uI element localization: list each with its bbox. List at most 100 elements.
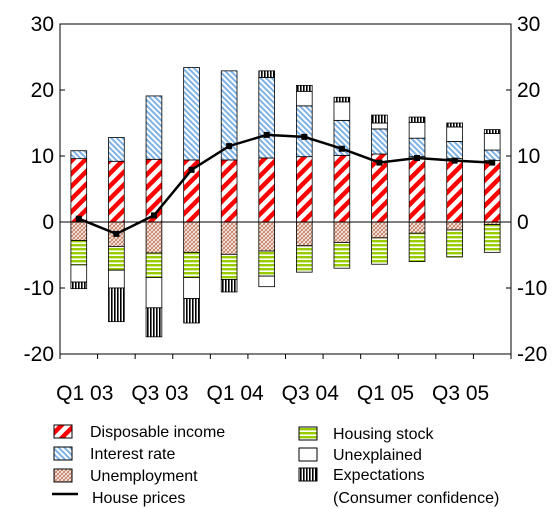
bar-unexplained-7 [333, 101, 351, 121]
bar-unemployment-0 [70, 221, 88, 241]
bar-unemployment-2 [145, 221, 163, 254]
house-prices-series [75, 131, 496, 237]
bar-unexplained-8 [371, 122, 388, 130]
bar-expectations-3 [183, 298, 200, 324]
legend-swatch-interest-rate [53, 446, 73, 461]
x-tick-label: Q3 04 [282, 382, 340, 405]
bar-interest-0 [70, 150, 88, 160]
bar-disposable-6 [295, 156, 313, 223]
bar-expectations-11 [483, 129, 501, 134]
x-tick-label: Q3 03 [131, 382, 188, 405]
bar-unemployment-9 [408, 221, 426, 234]
bar-unexplained-3 [183, 277, 200, 299]
y-axis-left: -20 -10 0 10 20 30 [24, 13, 65, 366]
legend-swatch-housing-stock [298, 426, 318, 441]
house-prices-point [338, 145, 345, 152]
bar-unemployment-8 [371, 221, 388, 239]
bar-housing-5 [258, 250, 276, 277]
bar-housing-6 [295, 245, 313, 273]
house-prices-point [150, 212, 157, 219]
legend-swatch-unexplained [298, 447, 318, 462]
x-tick-label: Q1 05 [357, 382, 414, 405]
bar-interest-11 [483, 149, 501, 162]
house-prices-point [376, 159, 383, 166]
bar-unexplained-1 [108, 269, 125, 289]
y-tick-label-left: 30 [31, 13, 54, 36]
y-tick-label-left: -20 [24, 343, 54, 366]
bar-interest-9 [408, 137, 426, 158]
legend-swatch-unemployment [53, 468, 73, 483]
bar-expectations-5 [258, 70, 276, 78]
bar-interest-6 [295, 105, 313, 158]
house-prices-point [263, 131, 270, 138]
y-tick-label-left: -10 [24, 277, 54, 300]
y-tick-label-left: 20 [31, 79, 54, 102]
x-tick-label: Q3 05 [432, 382, 489, 405]
bar-unexplained-2 [145, 277, 163, 309]
x-tick-label: Q1 03 [56, 382, 113, 405]
bar-disposable-5 [258, 157, 276, 223]
y-tick-label-right: 20 [517, 79, 540, 102]
bar-housing-4 [220, 253, 238, 280]
bar-expectations-7 [333, 96, 351, 103]
bar-disposable-7 [333, 154, 351, 223]
bar-unemployment-7 [333, 221, 351, 243]
bar-interest-10 [446, 141, 463, 160]
y-tick-label-left: 0 [42, 211, 54, 234]
bar-disposable-1 [108, 160, 125, 223]
bar-unemployment-6 [295, 221, 313, 247]
bar-housing-2 [145, 252, 163, 278]
bar-interest-5 [258, 77, 276, 159]
legend-label-house-prices: House prices [92, 490, 185, 507]
bar-housing-8 [371, 237, 388, 265]
house-prices-line [78, 133, 493, 236]
bar-expectations-8 [371, 114, 388, 124]
house-prices-point [489, 159, 496, 166]
bar-disposable-11 [483, 160, 501, 223]
y-tick-label-right: -10 [517, 277, 547, 300]
x-axis: Q1 03 Q3 03 Q1 04 Q3 04 Q1 05 Q3 05 [56, 354, 512, 405]
y-tick-label-left: 10 [31, 145, 54, 168]
house-prices-point [188, 166, 195, 173]
bar-unexplained-5 [258, 275, 276, 288]
y-tick-label-right: 0 [517, 211, 529, 234]
house-prices-point [113, 230, 120, 237]
house-prices-point [75, 215, 82, 222]
bar-interest-8 [371, 128, 388, 155]
bar-expectations-4 [220, 279, 238, 293]
legend-label-unemployment: Unemployment [90, 468, 198, 485]
bar-expectations-1 [108, 287, 125, 323]
bar-unexplained-0 [70, 264, 88, 283]
bar-interest-3 [183, 67, 200, 161]
y-tick-label-right: 10 [517, 145, 540, 168]
bar-disposable-10 [446, 158, 463, 223]
y-tick-label-right: 30 [517, 13, 540, 36]
legend-swatch-disposable-income [53, 424, 73, 439]
bar-disposable-0 [70, 158, 88, 223]
bar-unexplained-10 [446, 126, 463, 142]
legend-label-unexplained: Unexplained [333, 447, 422, 464]
bar-expectations-9 [408, 116, 426, 123]
bar-unemployment-4 [220, 221, 238, 255]
bar-housing-9 [408, 232, 426, 263]
legend-label-expectations-sub: (Consumer confidence) [333, 490, 499, 507]
bar-housing-11 [483, 224, 501, 253]
bar-series [70, 67, 501, 338]
legend-label-housing-stock: Housing stock [333, 426, 434, 443]
house-prices-point [451, 157, 458, 164]
bar-unexplained-6 [295, 90, 313, 107]
bar-housing-7 [333, 242, 351, 269]
bar-interest-2 [145, 95, 163, 160]
legend-label-interest-rate: Interest rate [90, 446, 175, 463]
y-tick-label-right: -20 [517, 343, 547, 366]
bar-unemployment-3 [183, 221, 200, 253]
bar-expectations-6 [295, 84, 313, 92]
bar-unexplained-9 [408, 121, 426, 139]
bar-disposable-4 [220, 159, 238, 223]
legend-swatch-expectations [298, 467, 318, 482]
bar-housing-3 [183, 251, 200, 278]
legend-label-expectations: Expectations [333, 467, 425, 484]
bar-disposable-9 [408, 156, 426, 223]
y-axis-right: -20 -10 0 10 20 30 [506, 13, 547, 366]
